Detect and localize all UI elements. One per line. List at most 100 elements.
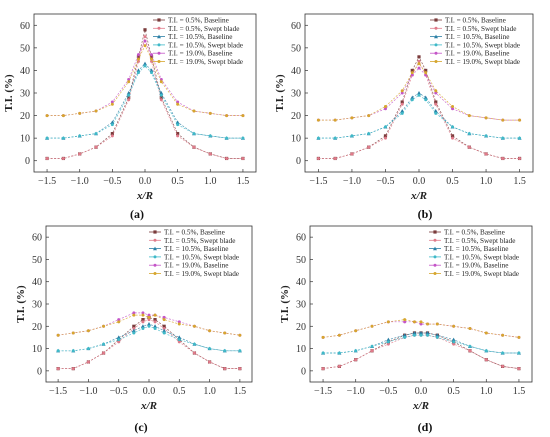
data-point-t19_swept: [434, 89, 438, 93]
data-point-t105_swept: [61, 136, 65, 140]
x-tick-label: 0.5: [446, 176, 459, 187]
chart-panel-2: −1.5 −1.0 −0.5 0.0 0.5 1.0 1.5 0 10 20 30 40 50 60 x/R…: [274, 13, 534, 221]
data-point-t19_swept: [424, 71, 428, 75]
data-point-t19_swept: [403, 318, 407, 322]
data-point-t105_base: [162, 328, 167, 333]
data-point-t05_base: [132, 324, 136, 328]
data-point-t05_base: [417, 55, 421, 59]
legend-marker-t105_base: [153, 246, 157, 251]
data-point-t105_swept: [71, 349, 75, 353]
panel-label: (a): [130, 207, 144, 221]
series-line-t05_swept: [318, 60, 520, 159]
y-tick-label: 0: [37, 366, 42, 377]
data-point-t105_swept: [117, 338, 121, 342]
data-point-t05_swept: [383, 136, 387, 140]
series-line-t19_swept: [323, 319, 519, 338]
data-point-t19_swept: [208, 329, 212, 333]
data-point-t19_swept: [350, 116, 354, 120]
data-point-t19_base: [162, 315, 166, 319]
legend-label: T.I. = 10.5%, Baseline: [445, 33, 509, 41]
legend-marker-t19_swept: [153, 272, 157, 275]
x-tick-label: −0.5: [376, 176, 394, 187]
data-point-t05_swept: [484, 152, 488, 156]
data-point-t19_base: [434, 91, 438, 95]
data-point-t19_swept: [451, 105, 455, 109]
y-tick-label: 50: [32, 255, 42, 266]
legend-marker-t05_base: [157, 18, 161, 22]
data-point-t105_swept: [337, 351, 341, 355]
data-point-t19_swept: [241, 114, 245, 118]
y-axis-title: T.I. (%): [15, 285, 27, 323]
data-point-t05_swept: [78, 152, 82, 156]
data-point-t105_swept: [354, 349, 358, 353]
legend-label: T.I. = 10.5%, Baseline: [444, 245, 508, 253]
data-point-t105_swept: [102, 342, 106, 346]
x-axis-title: x/R: [136, 190, 153, 202]
data-point-t05_swept: [127, 98, 131, 102]
data-point-t05_swept: [517, 367, 521, 371]
data-point-t19_swept: [176, 102, 180, 106]
data-point-t19_swept: [150, 57, 154, 61]
x-tick-label: −1.5: [38, 176, 56, 187]
data-point-t19_swept: [136, 57, 140, 61]
data-point-t05_base: [176, 132, 180, 136]
data-point-t05_swept: [192, 351, 196, 355]
data-point-t105_swept: [417, 93, 421, 97]
legend-marker-t105_swept: [433, 255, 437, 259]
data-point-t19_swept: [501, 333, 505, 337]
data-point-t19_swept: [484, 116, 488, 120]
data-point-t05_base: [410, 68, 414, 73]
data-point-t05_swept: [132, 327, 136, 331]
legend-marker-t105_base: [157, 34, 161, 39]
y-tick-label: 20: [32, 322, 42, 333]
data-point-t105_swept: [452, 340, 456, 344]
x-tick-label: −1.5: [309, 176, 327, 187]
data-point-t105_swept: [435, 335, 439, 339]
data-point-t05_base: [383, 134, 388, 138]
data-point-t05_swept: [354, 358, 358, 362]
x-tick-label: 0.5: [173, 386, 186, 397]
data-point-t19_swept: [102, 324, 106, 328]
legend-label: T.I. = 0.5%, Swept blade: [164, 237, 235, 245]
y-tick-label: 20: [291, 111, 301, 122]
data-point-t105_swept: [367, 132, 371, 136]
data-point-t105_swept: [467, 132, 471, 136]
data-point-t19_base: [383, 107, 387, 111]
x-tick-label: 1.0: [204, 176, 217, 187]
series-line-t105_swept: [47, 65, 243, 139]
legend-marker-t105_swept: [434, 43, 438, 47]
data-point-t19_swept: [419, 320, 423, 324]
data-point-t105_base: [116, 335, 121, 340]
y-tick-label: 0: [301, 366, 306, 377]
legend-marker-t19_base: [434, 51, 438, 55]
data-point-t19_swept: [367, 114, 371, 118]
legend-marker-t19_swept: [433, 272, 437, 275]
legend-label: T.I. = 19.0%, Baseline: [445, 50, 509, 58]
data-point-t05_base: [424, 68, 428, 73]
x-tick-label: −0.5: [379, 386, 397, 397]
plot-area: [316, 55, 522, 161]
legend-marker-t105_base: [433, 246, 437, 251]
data-point-t105_swept: [162, 331, 166, 335]
y-tick-label: 0: [25, 156, 30, 167]
data-point-t105_swept: [147, 324, 151, 328]
y-tick-label: 60: [20, 21, 30, 32]
data-point-t19_swept: [501, 118, 505, 122]
x-axis-title: x/R: [140, 400, 157, 412]
y-tick-label: 30: [291, 89, 301, 100]
data-point-t19_base: [417, 66, 421, 70]
data-point-t19_swept: [517, 335, 521, 339]
data-point-t19_swept: [333, 118, 337, 122]
data-point-t105_swept: [223, 349, 227, 353]
data-point-t19_base: [141, 311, 145, 315]
data-point-t19_swept: [177, 322, 181, 326]
legend-label: T.I. = 19.0%, Swept blade: [168, 58, 243, 66]
data-point-t105_base: [143, 61, 147, 66]
data-point-t105_swept: [426, 333, 430, 337]
legend-marker-t19_base: [433, 263, 437, 267]
data-point-t19_swept: [78, 111, 82, 115]
legend-marker-t05_swept: [433, 238, 437, 242]
data-point-t105_swept: [350, 134, 354, 138]
data-point-t19_base: [132, 311, 136, 315]
